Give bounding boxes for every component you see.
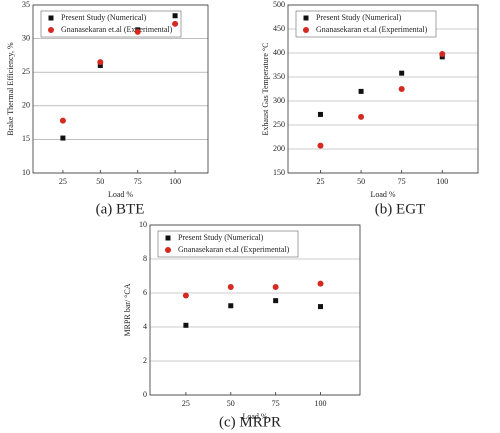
data-point (358, 88, 364, 94)
legend-marker (303, 15, 309, 21)
legend-box (295, 10, 437, 38)
data-point (317, 111, 323, 117)
y-tick-label: 0 (143, 390, 147, 399)
x-tick-label: 50 (227, 399, 235, 408)
data-point (183, 322, 189, 328)
data-point (272, 284, 279, 291)
data-point (398, 86, 405, 92)
y-axis-label: Brake Thermal Efficiency, % (6, 42, 15, 136)
legend-label: Gnanasekaran et.al (Experimental) (316, 25, 428, 34)
data-point (399, 70, 405, 76)
data-point (97, 62, 103, 68)
plot-frame (287, 4, 479, 174)
x-axis-label: Load % (370, 190, 395, 199)
data-point (134, 28, 141, 35)
data-point (97, 59, 104, 66)
data-point (358, 113, 365, 120)
plot-frame (32, 4, 209, 174)
data-point (227, 284, 234, 291)
y-tick-label: 10 (22, 168, 30, 177)
legend-label: Present Study (Numerical) (316, 13, 402, 22)
data-point (439, 50, 446, 57)
legend-box (157, 230, 299, 258)
x-axis-label: Load % (242, 412, 267, 421)
x-axis-label: Load % (108, 190, 133, 199)
legend-label: Gnanasekaran et.al (Experimental) (61, 25, 173, 34)
y-tick-label: 8 (143, 254, 147, 263)
data-point (182, 292, 189, 299)
caption: (c) MRPR (219, 414, 281, 430)
plot-frame (149, 224, 361, 396)
x-tick-label: 50 (357, 177, 365, 186)
x-tick-label: 75 (398, 177, 406, 186)
data-point (59, 117, 66, 124)
x-tick-label: 75 (272, 399, 280, 408)
data-point (317, 280, 324, 287)
y-tick-label: 250 (273, 120, 285, 129)
y-tick-label: 300 (273, 96, 285, 105)
y-tick-label: 35 (22, 0, 30, 9)
legend-marker (48, 15, 54, 21)
y-tick-label: 6 (143, 288, 147, 297)
y-tick-label: 25 (22, 67, 30, 76)
caption: (b) EGT (375, 201, 425, 217)
y-tick-label: 30 (22, 33, 30, 42)
caption: (a) BTE (96, 201, 145, 217)
x-tick-label: 25 (182, 399, 190, 408)
x-tick-label: 25 (59, 177, 67, 186)
x-tick-label: 50 (96, 177, 104, 186)
y-tick-label: 450 (273, 24, 285, 33)
data-point (172, 20, 179, 27)
y-tick-label: 2 (143, 356, 147, 365)
y-tick-label: 20 (22, 101, 30, 110)
x-tick-label: 75 (134, 177, 142, 186)
y-tick-label: 350 (273, 72, 285, 81)
legend-box (40, 10, 182, 38)
y-tick-label: 400 (273, 48, 285, 57)
y-tick-label: 4 (143, 322, 147, 331)
y-tick-label: 15 (22, 134, 30, 143)
data-point (317, 142, 324, 149)
y-tick-label: 150 (273, 168, 285, 177)
data-point (318, 304, 324, 310)
x-tick-label: 25 (316, 177, 324, 186)
data-point (228, 303, 234, 309)
y-axis-label: MRPR bar/ °CA (123, 283, 132, 336)
legend-marker (303, 27, 309, 33)
x-tick-label: 100 (315, 399, 327, 408)
legend-label: Present Study (Numerical) (61, 13, 147, 22)
legend-label: Gnanasekaran et.al (Experimental) (178, 245, 290, 254)
legend-marker (48, 27, 54, 33)
legend-marker (165, 235, 171, 241)
x-tick-label: 100 (169, 177, 181, 186)
x-tick-label: 100 (436, 177, 448, 186)
y-tick-label: 10 (139, 220, 147, 229)
data-point (172, 13, 178, 19)
legend-label: Present Study (Numerical) (178, 233, 264, 242)
data-point (273, 298, 279, 304)
y-axis-label: Exhaust Gas Temperature °C (261, 43, 270, 136)
legend-marker (165, 247, 171, 253)
data-point (60, 135, 66, 141)
y-tick-label: 500 (273, 0, 285, 9)
y-tick-label: 200 (273, 144, 285, 153)
